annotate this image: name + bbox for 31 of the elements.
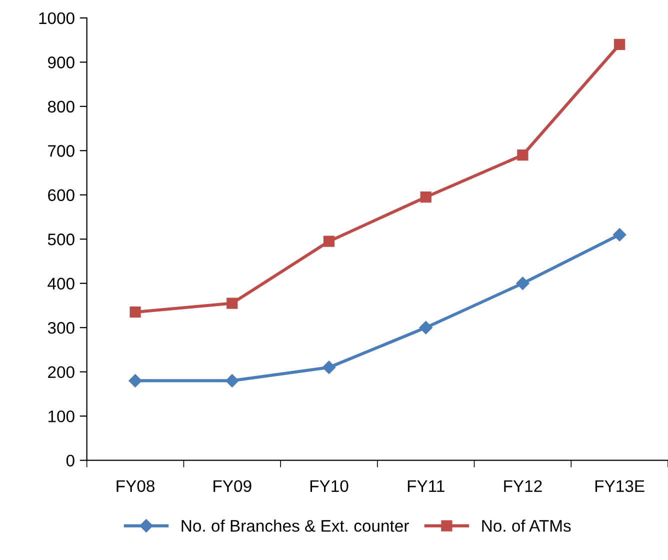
point (516, 276, 530, 290)
y-tick-label: 200 (48, 366, 74, 378)
y-tick-label: 900 (48, 56, 74, 68)
point (226, 298, 238, 309)
y-tick-label: 400 (48, 278, 74, 290)
point (517, 150, 528, 161)
point (612, 228, 626, 242)
legend-label: No. of ATMs (482, 520, 571, 532)
x-tick-label: FY11 (408, 480, 444, 492)
y-tick-label: 1000 (39, 12, 74, 24)
point (419, 321, 432, 334)
legend-label: No. of Branches & Ext. counter (182, 520, 409, 532)
x-tick-label: FY10 (310, 480, 348, 492)
x-tick-label: FY13E (595, 480, 644, 492)
point (130, 306, 141, 318)
y-tick-label: 700 (48, 145, 74, 157)
y-tick-label: 0 (66, 454, 74, 467)
point (128, 374, 142, 388)
point (323, 236, 335, 247)
y-tick-label: 800 (48, 100, 74, 113)
point (614, 38, 626, 50)
x-tick-label: FY08 (116, 480, 154, 492)
point (322, 360, 336, 374)
x-tick-label: FY09 (214, 480, 252, 492)
y-tick-label: 300 (48, 322, 74, 334)
y-tick-label: 600 (48, 189, 74, 202)
y-tick-label: 500 (48, 234, 74, 246)
point (420, 192, 432, 203)
point (226, 374, 239, 388)
x-tick-label: FY12 (504, 480, 542, 492)
y-tick-label: 100 (48, 410, 74, 422)
